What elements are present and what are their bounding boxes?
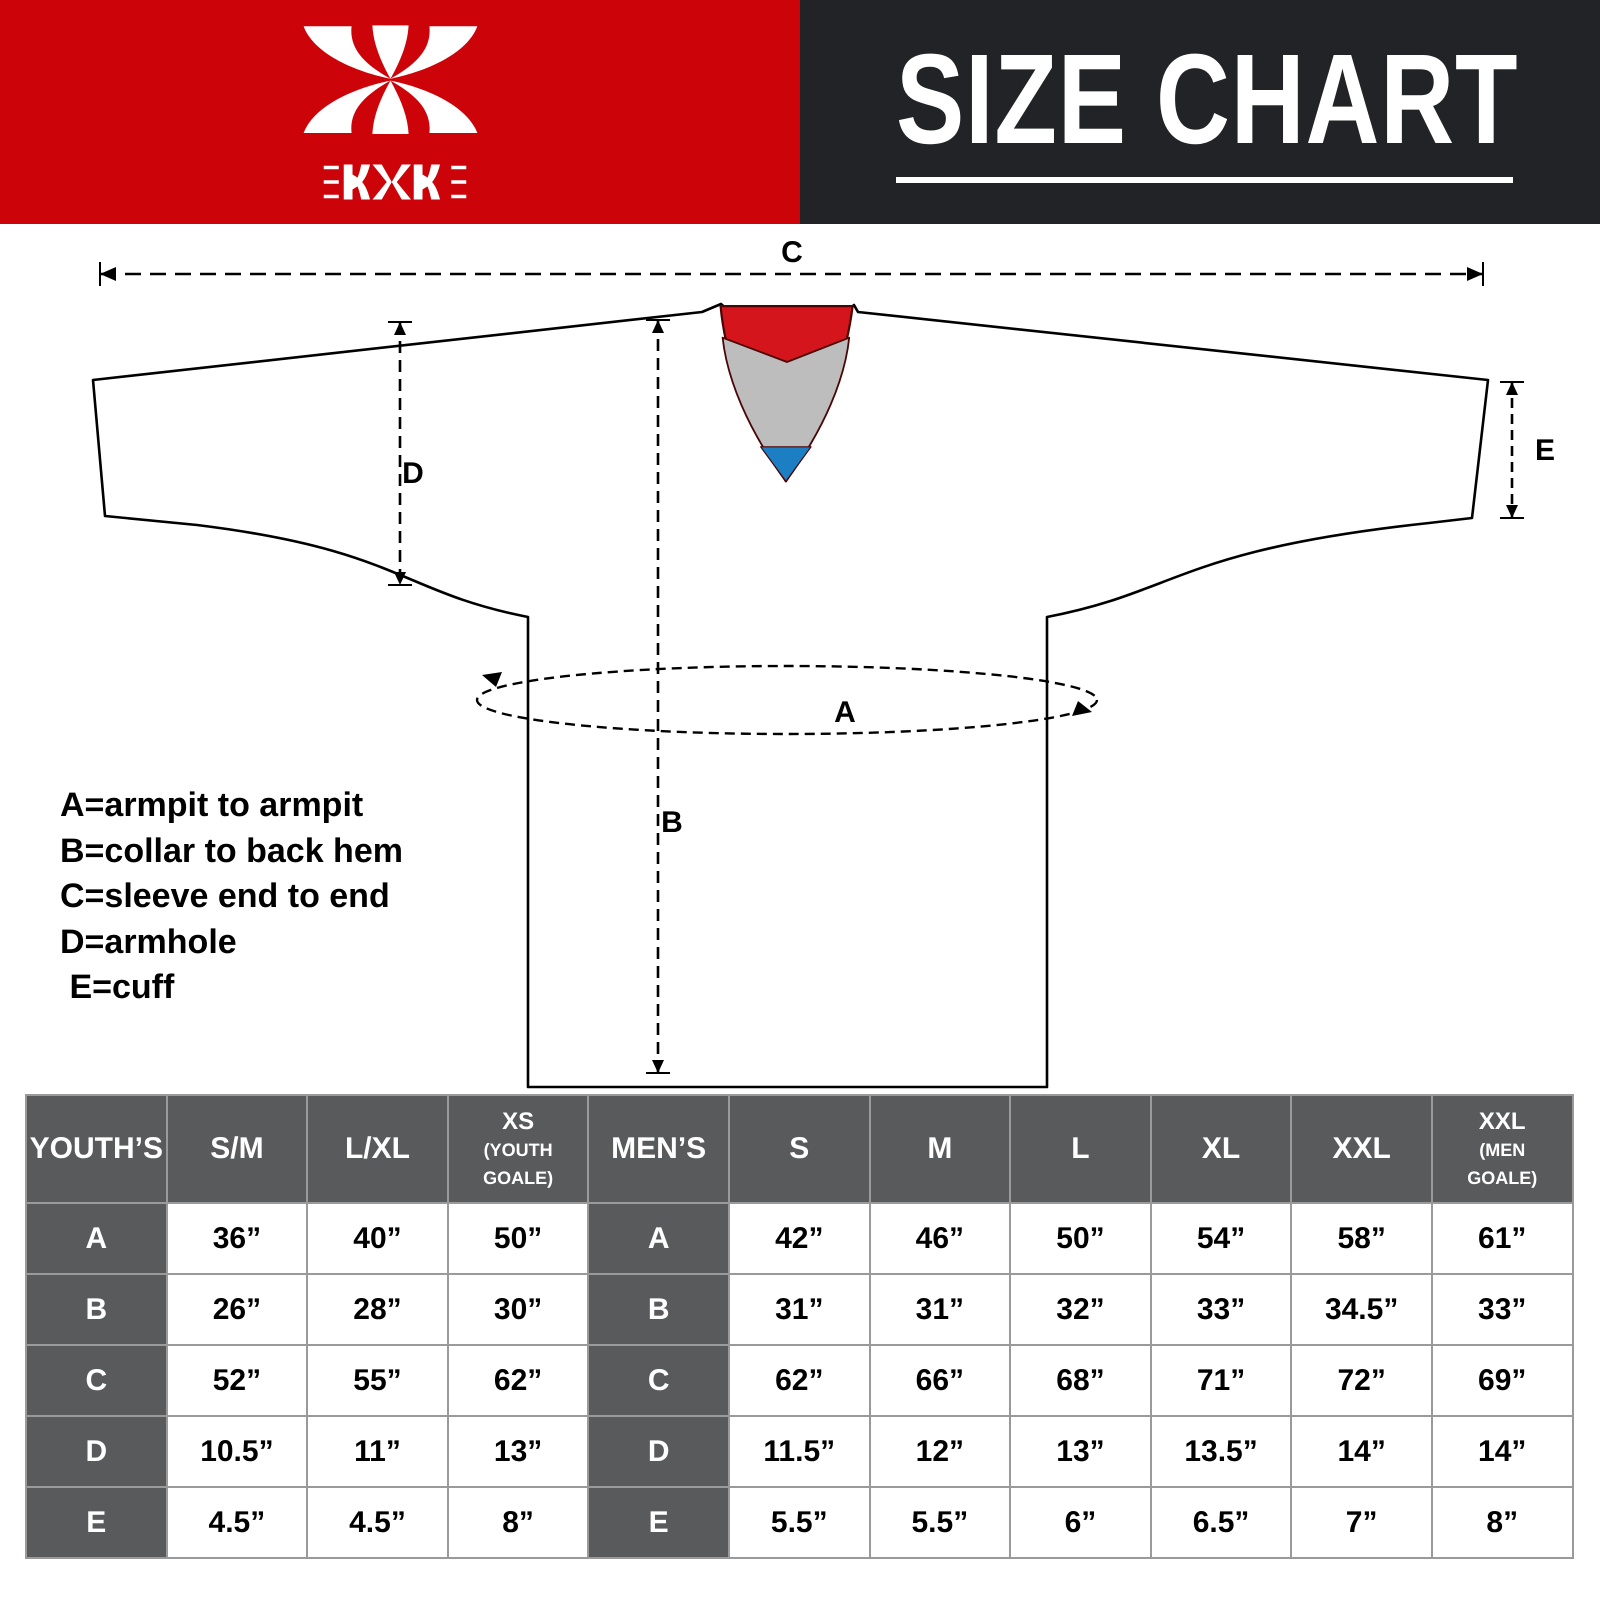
svg-text:B: B (661, 806, 683, 839)
svg-text:C: C (781, 236, 803, 269)
svg-text:A: A (834, 696, 856, 729)
svg-text:E: E (1535, 434, 1555, 467)
svg-text:D: D (402, 457, 424, 490)
